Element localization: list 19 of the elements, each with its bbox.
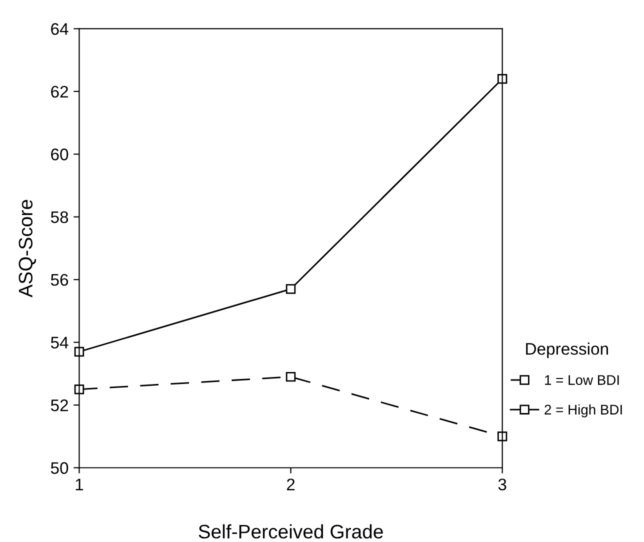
y-tick-label: 54: [50, 336, 68, 349]
y-tick-label: 52: [50, 399, 68, 412]
y-axis-title: ASQ-Score: [18, 200, 36, 298]
legend-label: 2 = High BDI: [544, 404, 622, 418]
point: [286, 372, 296, 382]
x-tick-label: 3: [498, 478, 506, 490]
y-tick-label: 64: [51, 23, 68, 35]
y-tick-label: 60: [51, 148, 68, 160]
legend-title: Depression: [526, 342, 608, 358]
x-axis-title: Self-Perceived Grade: [198, 524, 383, 539]
y-tick-label: 62: [51, 86, 68, 98]
y-tick-label: 50: [50, 462, 68, 474]
legend-label: 1 = Low BDI: [545, 375, 619, 385]
point: [286, 284, 296, 294]
point: [497, 74, 508, 84]
x-tick-label: 2: [286, 478, 295, 490]
y-tick-label: 58: [50, 211, 68, 224]
x-tick-label: 1: [76, 478, 84, 490]
y-tick-label: 56: [50, 274, 68, 286]
